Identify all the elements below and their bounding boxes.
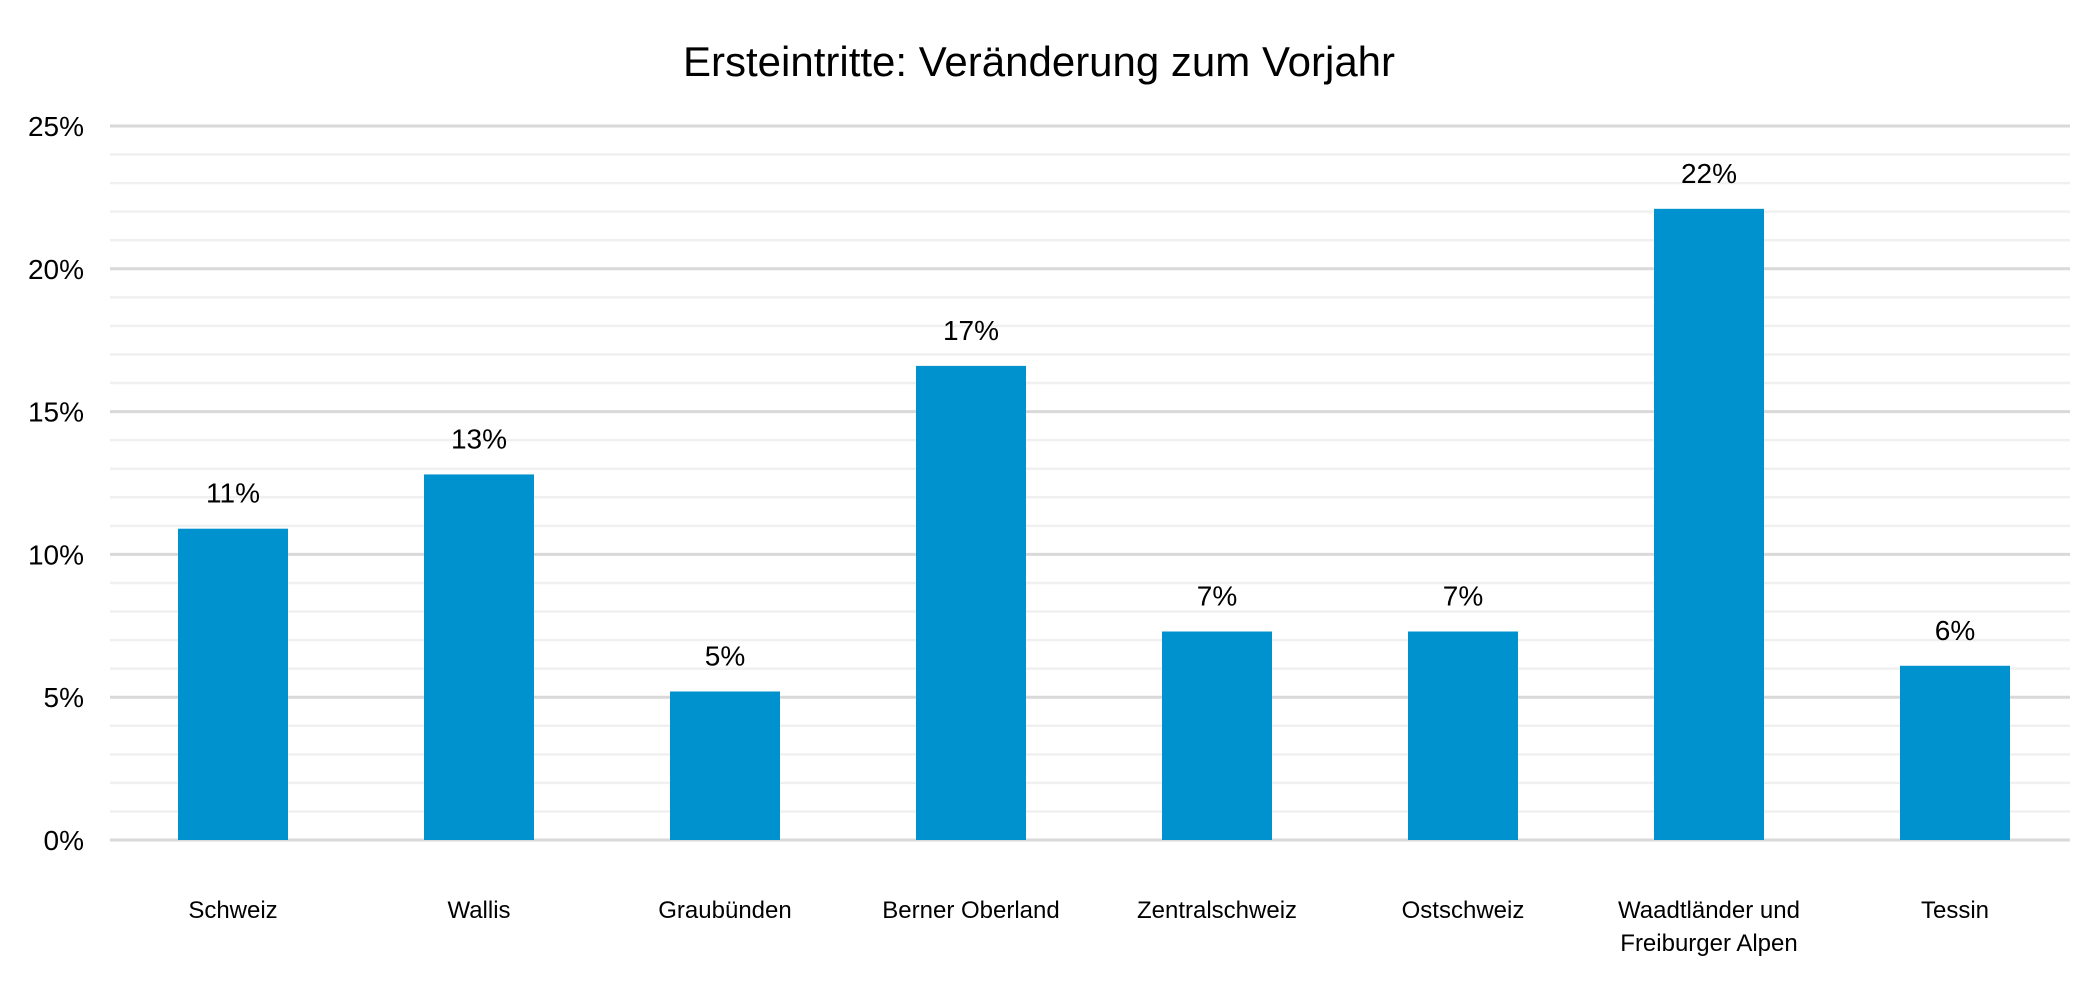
bar: [178, 528, 288, 840]
data-label: 17%: [943, 315, 999, 346]
x-category-label: Waadtländer und: [1618, 897, 1800, 924]
data-label: 7%: [1197, 581, 1237, 612]
bars: [178, 208, 2010, 841]
bar: [1408, 631, 1518, 840]
x-category-label: Schweiz: [188, 897, 277, 924]
data-label: 5%: [705, 640, 745, 671]
data-label: 6%: [1935, 615, 1975, 646]
x-axis-categories: Schweiz Wallis Graubünden Berner Oberland Ze…: [188, 897, 1989, 957]
data-label: 7%: [1443, 581, 1483, 612]
y-axis-ticks: 0% 5% 10% 15% 20% 25%: [28, 111, 84, 856]
data-label: 11%: [206, 478, 260, 509]
bar: [1162, 631, 1272, 840]
data-labels: 11% 13% 5% 17% 7% 7% 22% 6%: [206, 158, 1975, 672]
x-category-label: Freiburger Alpen: [1620, 930, 1797, 957]
bar: [424, 474, 534, 840]
gridlines: [110, 124, 2070, 842]
bar: [670, 691, 780, 840]
y-tick-label: 5%: [44, 682, 84, 713]
data-label: 22%: [1681, 158, 1737, 189]
chart-title: Ersteintritte: Veränderung zum Vorjahr: [683, 38, 1395, 85]
bar: [916, 365, 1026, 840]
y-tick-label: 20%: [28, 254, 84, 285]
x-category-label: Zentralschweiz: [1137, 897, 1297, 924]
y-tick-label: 0%: [44, 825, 84, 856]
x-category-label: Wallis: [447, 897, 510, 924]
x-category-label: Ostschweiz: [1402, 897, 1525, 924]
bar: [1654, 208, 1764, 841]
y-tick-label: 10%: [28, 539, 84, 570]
bar: [1900, 665, 2010, 840]
y-tick-label: 25%: [28, 111, 84, 142]
x-category-label: Tessin: [1921, 897, 1989, 924]
y-tick-label: 15%: [28, 397, 84, 428]
data-label: 13%: [451, 423, 507, 454]
x-category-label: Berner Oberland: [882, 897, 1059, 924]
x-category-label: Graubünden: [658, 897, 791, 924]
